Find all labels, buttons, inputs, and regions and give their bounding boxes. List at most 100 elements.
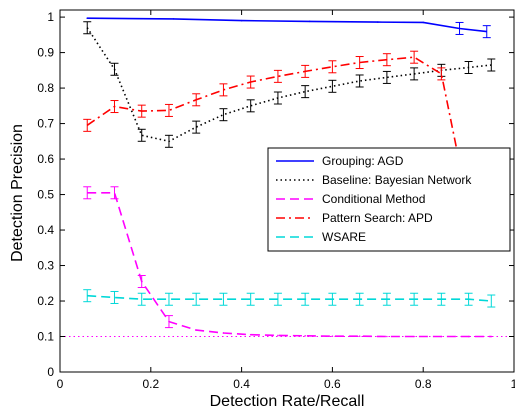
data-point xyxy=(386,335,388,338)
error-bar xyxy=(301,292,310,306)
error-bar xyxy=(273,91,282,105)
data-point xyxy=(86,17,89,19)
error-bar xyxy=(83,289,92,303)
legend-label: Baseline: Bayesian Network xyxy=(322,173,472,187)
data-point xyxy=(172,18,175,20)
error-bar xyxy=(137,292,146,306)
error-bar xyxy=(83,118,92,132)
legend: Grouping: AGD Baseline: Bayesian Network C… xyxy=(267,147,511,252)
x-tick-label: 0 xyxy=(57,377,64,391)
y-axis-label: Detection Precision xyxy=(9,124,26,262)
data-point xyxy=(222,332,225,334)
series-0 xyxy=(86,17,491,39)
error-bar xyxy=(219,83,228,97)
error-bar xyxy=(410,67,419,81)
x-tick-label: 1 xyxy=(511,377,515,391)
error-bar xyxy=(464,292,473,306)
series-line xyxy=(86,56,459,153)
error-bar xyxy=(137,128,146,142)
data-point xyxy=(308,20,311,23)
error-bar xyxy=(83,21,92,35)
y-tick-label: 0.4 xyxy=(37,223,54,237)
error-bar xyxy=(110,100,119,114)
y-tick-label: 0.7 xyxy=(37,117,54,131)
error-bar xyxy=(164,292,173,306)
error-bar xyxy=(301,64,310,78)
error-bar xyxy=(464,60,473,74)
error-bar xyxy=(487,294,496,308)
error-bar xyxy=(273,292,282,306)
data-point xyxy=(277,334,279,337)
data-point xyxy=(467,335,470,338)
error-bar xyxy=(137,275,146,288)
legend-entry: Pattern Search: APD xyxy=(276,211,433,225)
error-bar xyxy=(110,62,119,76)
error-bar xyxy=(246,292,255,306)
data-point xyxy=(249,333,252,336)
error-bar xyxy=(192,93,201,107)
error-bar xyxy=(382,292,391,306)
x-axis-label: Detection Rate/Recall xyxy=(210,393,365,410)
series-line xyxy=(87,294,492,302)
data-point xyxy=(240,19,243,22)
x-tick-label: 0.6 xyxy=(324,377,341,391)
series-1 xyxy=(83,21,496,148)
data-point xyxy=(358,335,361,337)
data-point xyxy=(331,335,334,337)
series-line xyxy=(87,192,492,338)
error-bar xyxy=(273,69,282,83)
series-3 xyxy=(83,50,459,153)
y-tick-label: 0.9 xyxy=(37,46,54,60)
error-bar xyxy=(355,292,364,306)
error-bar xyxy=(382,53,391,67)
series-2 xyxy=(83,186,493,338)
legend-label: Grouping: AGD xyxy=(322,154,404,168)
axes-frame xyxy=(59,9,515,373)
y-tick-label: 0.1 xyxy=(37,330,54,344)
error-bar xyxy=(301,85,310,99)
data-point xyxy=(422,21,425,24)
error-bar xyxy=(164,315,173,329)
x-tick-label: 0.8 xyxy=(415,377,432,391)
error-bar xyxy=(83,186,92,200)
y-tick-label: 0.8 xyxy=(37,81,54,95)
legend-entry: Grouping: AGD xyxy=(276,154,404,168)
error-bar xyxy=(192,120,201,134)
error-bar xyxy=(355,56,364,70)
error-bar xyxy=(246,99,255,113)
error-bar xyxy=(219,108,228,122)
series-line xyxy=(86,27,492,143)
error-bar xyxy=(437,292,446,306)
data-point xyxy=(440,335,443,338)
data-point xyxy=(195,329,197,331)
error-bar xyxy=(246,75,255,89)
error-bar xyxy=(328,292,337,306)
data-point xyxy=(490,335,493,338)
error-bar xyxy=(455,21,464,35)
legend-entry: Conditional Method xyxy=(276,192,425,206)
legend-label: Conditional Method xyxy=(322,192,425,206)
x-tick-label: 0.4 xyxy=(233,377,250,391)
data-point xyxy=(304,335,306,337)
legend-label: Pattern Search: APD xyxy=(322,211,433,225)
error-bar xyxy=(355,74,364,88)
y-tick-label: 0 xyxy=(47,365,54,379)
legend-entry: WSARE xyxy=(276,230,366,244)
y-tick-label: 0.6 xyxy=(37,152,54,166)
legend-entry: Baseline: Bayesian Network xyxy=(276,173,472,187)
x-tick-label: 0.2 xyxy=(142,377,159,391)
error-bar xyxy=(410,292,419,306)
axes-layer: 0 0.2 0.4 0.6 0.8 1 0 0.1 0.2 0.3 0.4 0.5 0.6 0.7 0.8 0… xyxy=(37,9,515,391)
error-bar xyxy=(164,134,173,148)
y-tick-label: 1 xyxy=(47,10,54,24)
y-tick-label: 0.5 xyxy=(37,188,54,202)
series-4 xyxy=(83,289,496,308)
error-bar xyxy=(410,50,419,64)
error-bar xyxy=(382,70,391,84)
legend-label: WSARE xyxy=(322,230,366,244)
error-bar xyxy=(328,79,337,93)
error-bar xyxy=(487,58,496,72)
series-line xyxy=(87,17,487,33)
